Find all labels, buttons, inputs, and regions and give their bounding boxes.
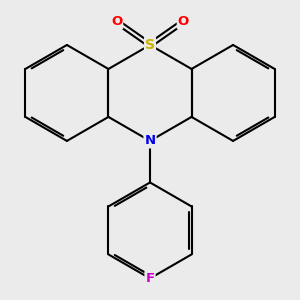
Text: N: N xyxy=(144,134,156,147)
Text: F: F xyxy=(146,272,154,285)
Text: O: O xyxy=(178,15,189,28)
Text: O: O xyxy=(111,15,122,28)
Text: S: S xyxy=(145,38,155,52)
